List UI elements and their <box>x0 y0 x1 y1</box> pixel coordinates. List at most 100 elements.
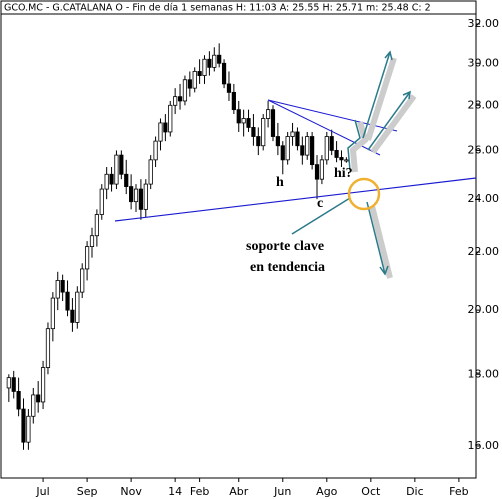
candle-body <box>182 79 188 102</box>
candle-body <box>40 367 46 403</box>
candle-body <box>143 183 148 210</box>
arrow <box>367 91 411 151</box>
y-tick-label: 20.00 <box>468 303 500 316</box>
candle-body <box>275 136 280 147</box>
y-tick-label: 26.00 <box>468 143 500 156</box>
candle-body <box>11 377 16 392</box>
candle-body <box>70 309 75 323</box>
annotation: h <box>276 175 284 190</box>
candle-body <box>334 150 339 158</box>
arrow <box>362 51 391 139</box>
support-line <box>114 177 477 222</box>
drawings <box>114 50 477 279</box>
candle-body <box>109 173 114 185</box>
x-tick-label: Dic <box>406 485 424 498</box>
candle-body <box>270 109 276 137</box>
candle-body <box>124 173 129 187</box>
candle-body <box>246 118 251 128</box>
annotation: soporte clave <box>246 239 324 254</box>
candle-body <box>148 159 153 185</box>
candle-body <box>231 91 236 111</box>
y-tick-label: 22.00 <box>468 245 500 258</box>
arrow <box>347 119 361 171</box>
candle-body <box>177 96 183 102</box>
candle-body <box>75 291 80 323</box>
candle-body <box>21 408 26 443</box>
candle-body <box>89 235 95 247</box>
candle-body <box>94 214 99 237</box>
candle-body <box>310 136 315 166</box>
y-tick-label: 24.00 <box>468 192 500 205</box>
candle-body <box>319 159 325 180</box>
candle-body <box>158 122 163 142</box>
candle-body <box>26 415 31 443</box>
candle-body <box>226 83 232 93</box>
candle-body <box>217 54 222 64</box>
candle-body <box>104 173 109 190</box>
candle-body <box>187 79 192 89</box>
y-tick-label: 18.00 <box>468 367 500 380</box>
x-tick-label: Feb <box>449 485 468 498</box>
candle-body <box>300 145 305 156</box>
candle-body <box>192 71 197 89</box>
y-tick-label: 30.00 <box>468 56 500 69</box>
candle-body <box>6 377 11 389</box>
candle-body <box>50 297 55 330</box>
candle-body <box>36 394 41 403</box>
candle-body <box>329 136 334 151</box>
candle-body <box>153 140 158 161</box>
arrow <box>291 197 351 235</box>
y-tick-label: 28.00 <box>468 98 500 111</box>
candle-body <box>65 291 70 311</box>
y-tick-label: 16.00 <box>468 439 500 452</box>
candle-body <box>212 54 217 68</box>
candle-body <box>80 268 85 293</box>
candle-body <box>99 188 104 215</box>
x-tick-label: Oct <box>361 485 381 498</box>
candle-body <box>241 118 246 124</box>
candle-body <box>207 58 212 68</box>
candle-body <box>344 159 349 162</box>
candle-body <box>251 127 256 137</box>
arrow-head <box>402 90 411 100</box>
candle-body <box>305 136 310 156</box>
highlight-circle <box>347 177 381 211</box>
candle-body <box>129 186 134 203</box>
candle-body <box>265 109 271 119</box>
x-tick-label: Nov <box>120 485 142 498</box>
annotation: c <box>317 196 323 211</box>
candle-body <box>202 58 207 76</box>
candle-body <box>163 122 168 133</box>
x-tick-label: Sep <box>77 485 98 498</box>
candle-body <box>256 136 261 147</box>
candle-body <box>173 96 178 106</box>
candle-body <box>138 188 144 210</box>
candle-body <box>133 188 139 203</box>
candle-body <box>339 157 344 161</box>
candle-body <box>45 328 51 368</box>
candle-body <box>31 394 36 417</box>
candle-body <box>114 154 119 185</box>
candle-body <box>295 131 300 147</box>
arrow-shadow <box>369 205 393 279</box>
candle-body <box>119 154 124 175</box>
arrow-shadow <box>370 94 417 154</box>
chart-title: GCO.MC - G.CATALANA O - Fin de día 1 sem… <box>4 3 431 14</box>
arrow-head <box>384 50 393 61</box>
candle-body <box>197 71 202 76</box>
x-tick-label: 14 <box>168 485 182 498</box>
arrow-shadow <box>365 57 397 141</box>
arrow-shadow <box>349 121 369 173</box>
title-bar <box>0 0 477 15</box>
candle-body <box>261 118 266 147</box>
x-tick-label: Feb <box>190 485 209 498</box>
candle-body <box>236 109 241 124</box>
arrow <box>366 201 386 275</box>
candle-body <box>314 164 320 180</box>
candle-body <box>16 391 21 410</box>
x-tick-label: Jun <box>273 485 291 498</box>
candle-body <box>280 145 285 161</box>
x-tick-label: Abr <box>229 485 249 498</box>
